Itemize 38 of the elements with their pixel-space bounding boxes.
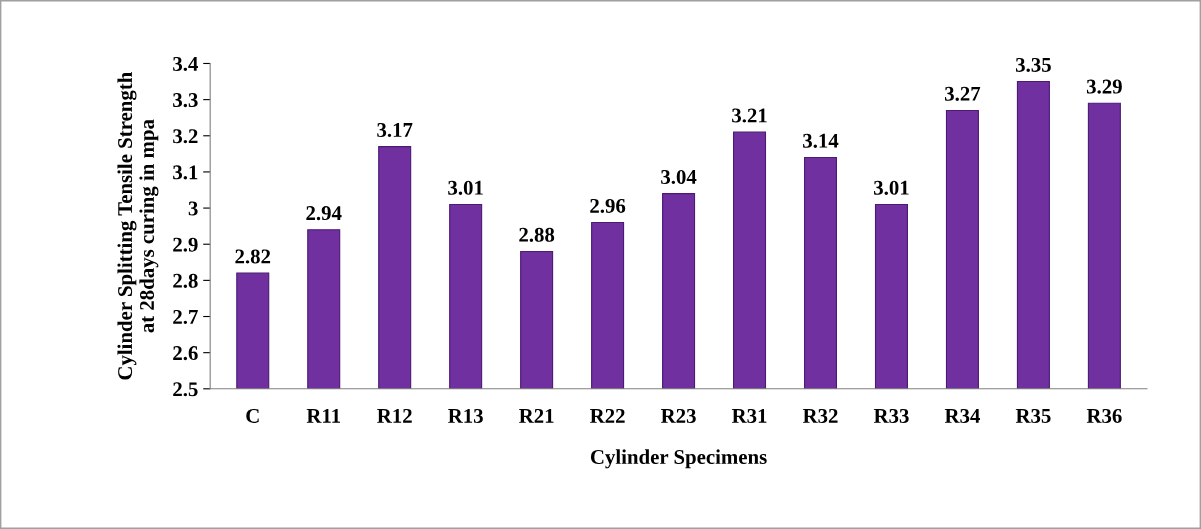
data-label: 3.21 xyxy=(732,108,767,123)
y-tick-label: 3.3 xyxy=(173,93,198,108)
y-tick-label: 3.2 xyxy=(173,129,198,144)
y-tick-label: 3.1 xyxy=(173,165,198,180)
data-label: 3.29 xyxy=(1086,79,1122,94)
data-label: 3.01 xyxy=(874,180,909,195)
data-label: 2.96 xyxy=(590,198,626,213)
x-axis-title: Cylinder Specimens xyxy=(590,449,767,469)
x-tick-label: R34 xyxy=(944,408,980,423)
data-label: 2.88 xyxy=(519,227,555,242)
y-tick-label: 2.6 xyxy=(173,346,198,361)
data-label: 3.35 xyxy=(1015,57,1051,72)
data-label: 3.27 xyxy=(944,86,981,101)
y-axis-title: Cylinder Splitting Tensile Strength at 28days curing in mpa xyxy=(117,71,159,380)
x-tick-label: R32 xyxy=(802,408,838,423)
x-tick-label: R21 xyxy=(519,408,554,423)
x-tick-label: R36 xyxy=(1086,408,1122,423)
x-tick-label: R31 xyxy=(731,408,767,423)
x-tick-label: R22 xyxy=(590,408,625,423)
y-tick-label: 2.8 xyxy=(173,273,198,288)
data-label: 3.14 xyxy=(803,133,839,148)
data-label: 3.04 xyxy=(661,169,697,185)
x-tick-label: R12 xyxy=(377,408,412,423)
x-tick-label: R11 xyxy=(306,408,341,423)
y-tick-label: 2.9 xyxy=(173,237,198,252)
x-tick-label: R33 xyxy=(873,408,909,423)
data-label: 2.94 xyxy=(306,206,342,221)
x-tick-label: R23 xyxy=(660,408,696,423)
data-label: 2.82 xyxy=(235,249,271,264)
y-tick-label: 2.5 xyxy=(173,382,198,397)
data-label: 3.17 xyxy=(377,122,413,138)
x-tick-label: R13 xyxy=(448,408,483,423)
y-tick-label: 2.7 xyxy=(173,309,198,325)
data-label: 3.01 xyxy=(448,180,483,195)
y-tick-label: 3.4 xyxy=(173,56,198,71)
x-tick-label: C xyxy=(246,408,259,423)
y-tick-label: 3 xyxy=(188,201,198,216)
x-tick-label: R35 xyxy=(1015,408,1051,423)
